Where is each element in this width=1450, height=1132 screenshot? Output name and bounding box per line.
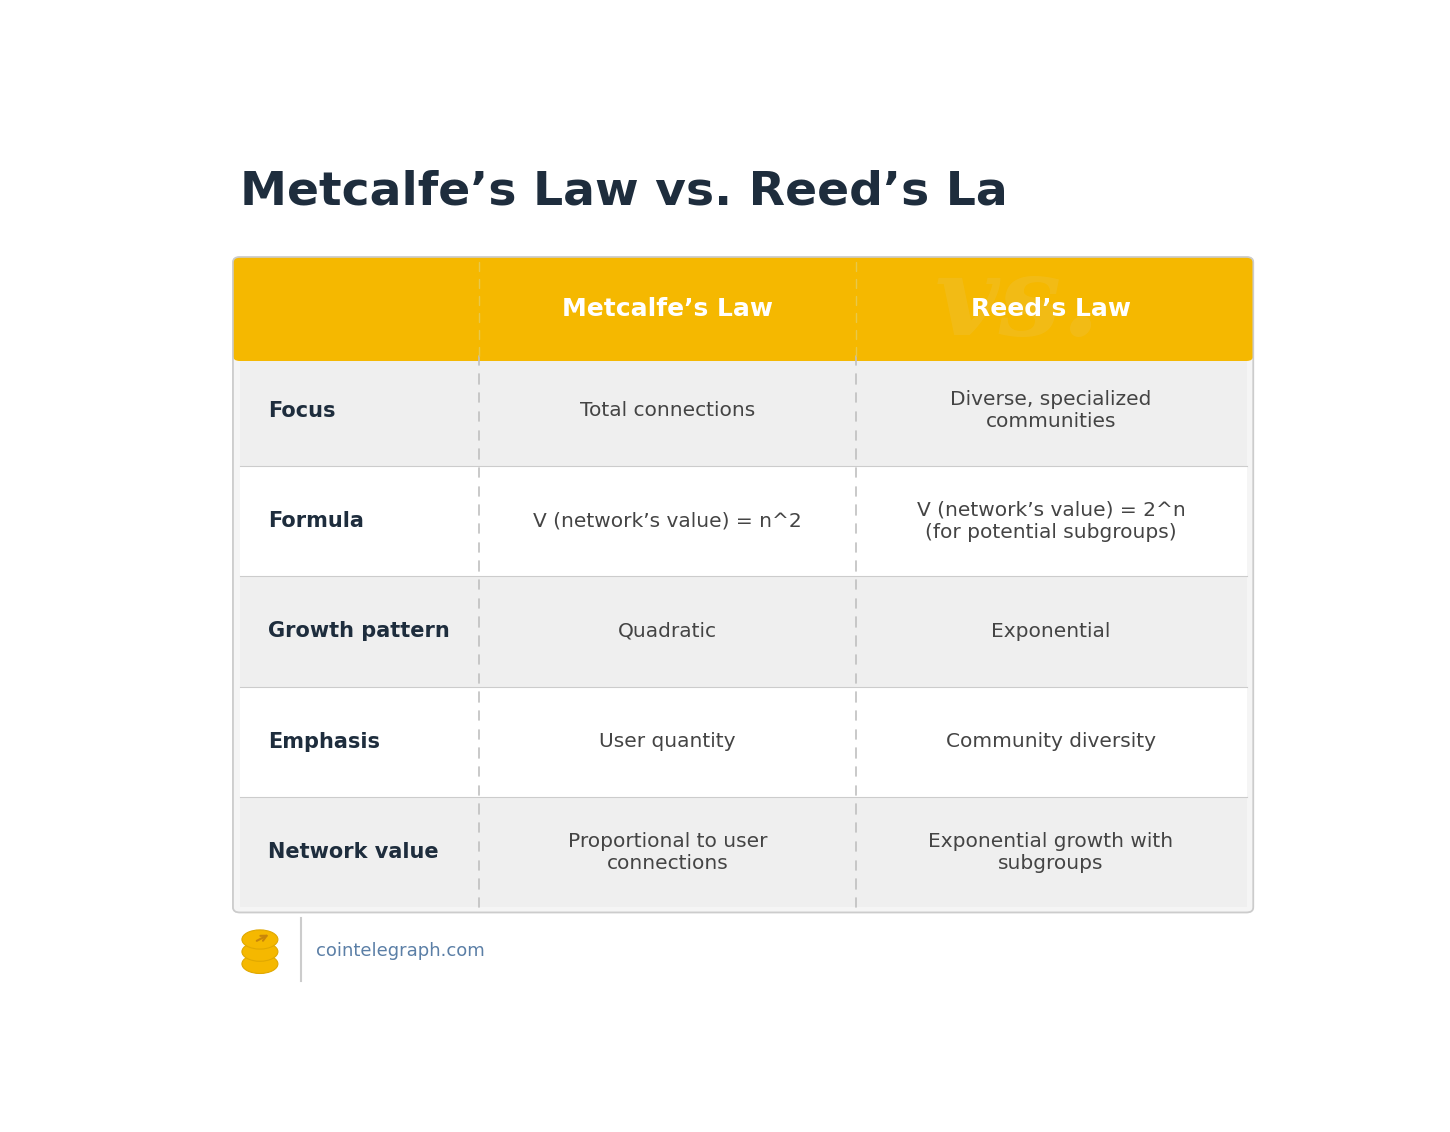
Text: Proportional to user
connections: Proportional to user connections: [567, 832, 767, 873]
Bar: [239, 318, 1247, 355]
Text: Reed’s Law: Reed’s Law: [972, 297, 1131, 321]
Ellipse shape: [242, 929, 278, 949]
Bar: [239, 466, 1247, 576]
FancyBboxPatch shape: [233, 257, 1253, 912]
Text: User quantity: User quantity: [599, 732, 735, 752]
Text: Community diversity: Community diversity: [945, 732, 1156, 752]
Text: Exponential: Exponential: [992, 621, 1111, 641]
Text: Diverse, specialized
communities: Diverse, specialized communities: [950, 391, 1151, 431]
Text: vs.: vs.: [934, 251, 1101, 359]
Text: Focus: Focus: [268, 401, 335, 421]
Text: Formula: Formula: [268, 512, 364, 531]
Bar: [239, 797, 1247, 907]
Text: cointelegraph.com: cointelegraph.com: [316, 942, 484, 960]
Text: Exponential growth with
subgroups: Exponential growth with subgroups: [928, 832, 1173, 873]
Text: Metcalfe’s Law: Metcalfe’s Law: [561, 297, 773, 321]
Text: Emphasis: Emphasis: [268, 731, 380, 752]
Text: Network value: Network value: [268, 842, 438, 863]
Ellipse shape: [242, 942, 278, 961]
Text: V (network’s value) = 2^n
(for potential subgroups): V (network’s value) = 2^n (for potential…: [916, 500, 1186, 542]
Bar: [239, 687, 1247, 797]
Text: Quadratic: Quadratic: [618, 621, 716, 641]
Text: Metcalfe’s Law vs. Reed’s La: Metcalfe’s Law vs. Reed’s La: [239, 170, 1008, 214]
Ellipse shape: [242, 954, 278, 974]
Text: Total connections: Total connections: [580, 402, 755, 420]
Bar: [239, 355, 1247, 466]
Bar: [239, 576, 1247, 687]
Text: V (network’s value) = n^2: V (network’s value) = n^2: [534, 512, 802, 531]
Text: Growth pattern: Growth pattern: [268, 621, 450, 642]
FancyBboxPatch shape: [233, 257, 1253, 361]
